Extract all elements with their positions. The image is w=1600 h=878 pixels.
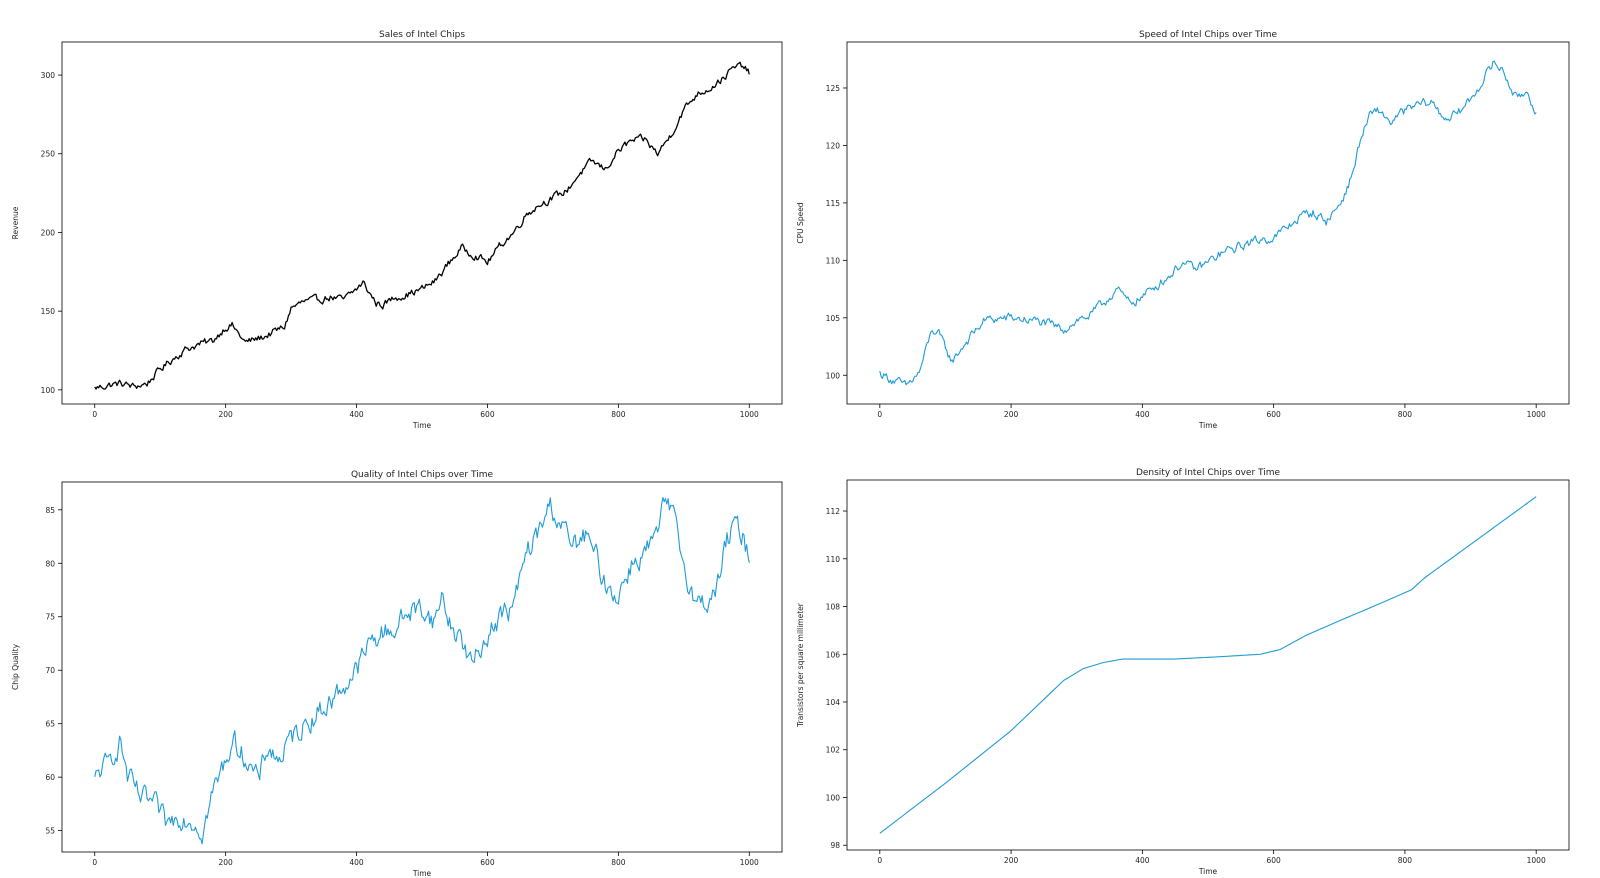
x-tick-label: 0 — [92, 858, 97, 867]
x-tick-label: 600 — [480, 858, 495, 867]
axes-frame — [61, 481, 783, 853]
y-tick-label: 110 — [826, 256, 841, 265]
x-tick-label: 1000 — [740, 410, 759, 419]
y-tick-label: 65 — [45, 720, 55, 729]
x-tick-label: 400 — [349, 858, 364, 867]
y-tick-label: 98 — [830, 841, 840, 850]
x-axis-label: Time — [1198, 421, 1218, 430]
y-tick-label: 108 — [826, 603, 841, 612]
chart-sales: Sales of Intel Chips 0 200 400 600 800 1000 100… — [11, 30, 783, 430]
x-tick-label: 1000 — [1527, 856, 1546, 865]
chart-title: Density of Intel Chips over Time — [1136, 468, 1281, 478]
y-axis-label: CPU Speed — [796, 202, 805, 243]
y-tick-label: 120 — [826, 141, 841, 150]
y-tick-label: 105 — [826, 314, 841, 323]
y-tick-label: 75 — [45, 613, 55, 622]
y-axis-label: Transistors per square millimeter — [796, 602, 805, 728]
x-tick-label: 0 — [92, 410, 97, 419]
x-tick-label: 200 — [1004, 410, 1019, 419]
chart-density: Density of Intel Chips over Time 0 200 400 6… — [796, 468, 1570, 876]
y-axis-label: Chip Quality — [11, 643, 20, 690]
x-tick-label: 600 — [480, 410, 495, 419]
y-tick-label: 200 — [41, 228, 56, 237]
axes-frame — [846, 479, 1570, 851]
series-line — [94, 61, 750, 390]
series-line — [94, 496, 750, 845]
y-tick-label: 100 — [41, 386, 56, 395]
y-axis-label: Revenue — [11, 206, 20, 239]
chart-title: Speed of Intel Chips over Time — [1139, 30, 1278, 40]
y-tick-label: 70 — [45, 666, 55, 675]
series-line — [879, 496, 1537, 834]
x-axis-label: Time — [1198, 867, 1218, 876]
y-tick-label: 115 — [826, 199, 841, 208]
chart-quality: Quality of Intel Chips over Time 0 200 400 6… — [11, 470, 783, 878]
y-tick-label: 250 — [41, 150, 56, 159]
y-tick-label: 110 — [826, 555, 841, 564]
x-tick-label: 400 — [1135, 856, 1150, 865]
x-tick-label: 400 — [1135, 410, 1150, 419]
y-tick-label: 300 — [41, 71, 56, 80]
x-axis-label: Time — [412, 869, 432, 878]
x-tick-label: 600 — [1266, 410, 1281, 419]
y-tick-label: 85 — [45, 506, 55, 515]
axes-frame — [846, 41, 1570, 405]
chart-title: Sales of Intel Chips — [379, 30, 465, 40]
chart-speed: Speed of Intel Chips over Time 0 200 400 600… — [796, 30, 1570, 430]
y-tick-label: 60 — [45, 773, 55, 782]
x-tick-label: 200 — [218, 410, 233, 419]
y-tick-label: 112 — [826, 507, 841, 516]
x-tick-label: 200 — [1004, 856, 1019, 865]
y-tick-label: 104 — [826, 698, 841, 707]
x-tick-label: 0 — [877, 856, 882, 865]
axes-frame — [61, 41, 783, 405]
y-tick-label: 150 — [41, 307, 56, 316]
y-tick-label: 106 — [826, 650, 841, 659]
chart-title: Quality of Intel Chips over Time — [351, 470, 494, 480]
x-tick-label: 800 — [611, 858, 626, 867]
x-tick-label: 800 — [1398, 856, 1413, 865]
y-tick-label: 55 — [45, 827, 55, 836]
x-tick-label: 800 — [611, 410, 626, 419]
x-tick-label: 1000 — [740, 858, 759, 867]
y-tick-label: 100 — [826, 371, 841, 380]
x-tick-label: 800 — [1398, 410, 1413, 419]
x-tick-label: 1000 — [1527, 410, 1546, 419]
y-tick-label: 100 — [826, 793, 841, 802]
x-tick-label: 200 — [218, 858, 233, 867]
series-line — [879, 60, 1537, 386]
y-tick-label: 102 — [826, 746, 841, 755]
x-tick-label: 600 — [1266, 856, 1281, 865]
x-tick-label: 400 — [349, 410, 364, 419]
y-tick-label: 125 — [826, 84, 841, 93]
x-axis-label: Time — [412, 421, 432, 430]
x-tick-label: 0 — [877, 410, 882, 419]
y-tick-label: 80 — [45, 559, 55, 568]
